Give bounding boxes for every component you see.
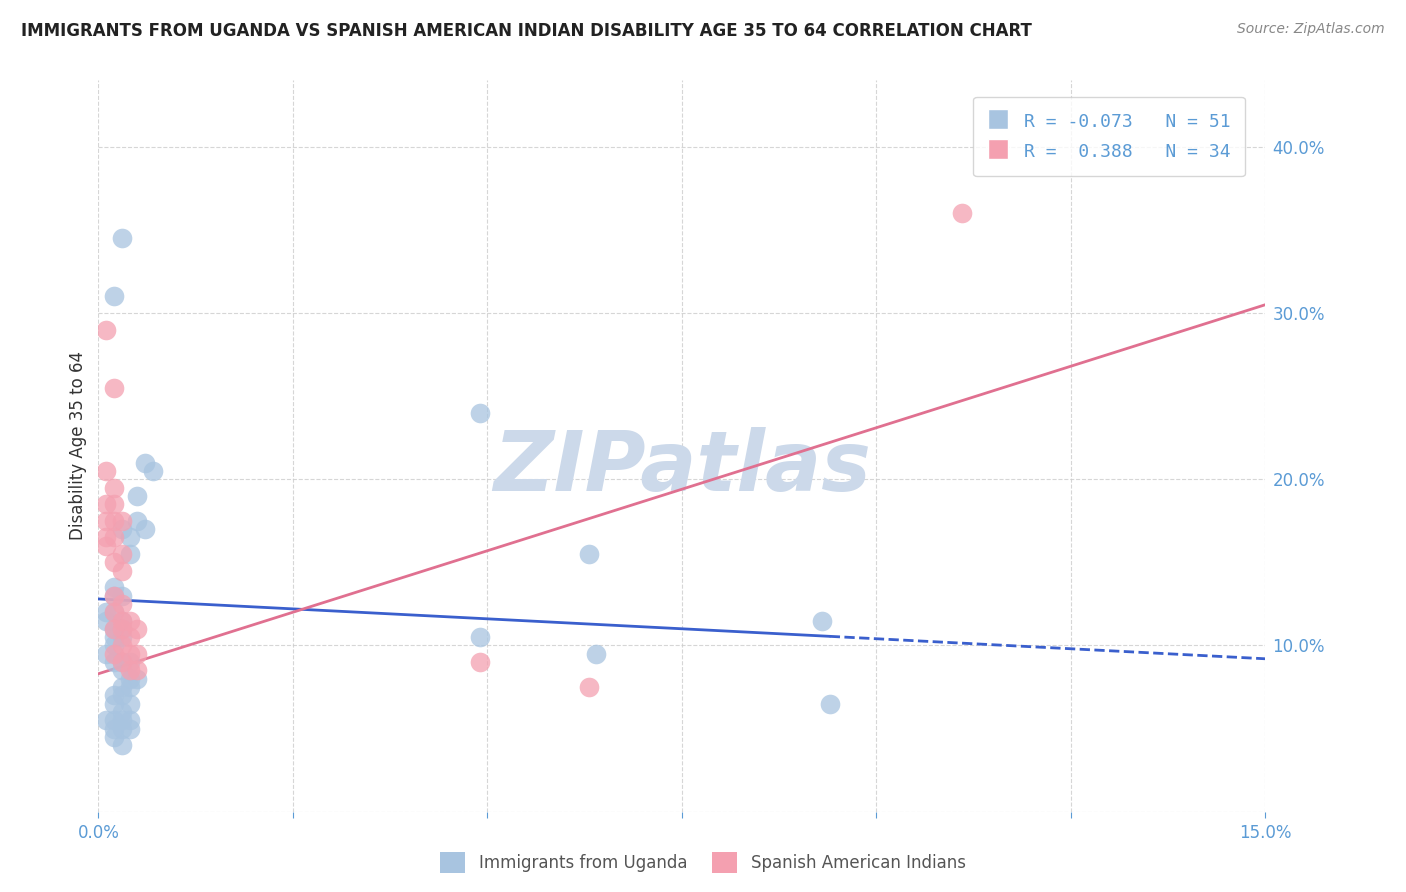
Point — [111, 655, 134, 669]
Legend: Immigrants from Uganda, Spanish American Indians: Immigrants from Uganda, Spanish American… — [433, 846, 973, 880]
Text: ZIPatlas: ZIPatlas — [494, 427, 870, 508]
Point — [578, 547, 600, 561]
Point — [950, 206, 973, 220]
Point — [111, 522, 134, 536]
Point — [578, 680, 600, 694]
Point — [118, 530, 141, 544]
Point — [96, 514, 118, 528]
Point — [111, 597, 134, 611]
Point — [103, 714, 125, 728]
Point — [103, 589, 125, 603]
Point — [127, 514, 149, 528]
Point — [111, 689, 134, 703]
Point — [118, 714, 141, 728]
Point — [111, 655, 134, 669]
Point — [118, 680, 141, 694]
Point — [468, 406, 491, 420]
Point — [118, 722, 141, 736]
Point — [96, 464, 118, 478]
Point — [468, 630, 491, 644]
Point — [103, 289, 125, 303]
Point — [127, 664, 149, 678]
Point — [96, 714, 118, 728]
Point — [811, 614, 834, 628]
Point — [103, 622, 125, 636]
Y-axis label: Disability Age 35 to 64: Disability Age 35 to 64 — [69, 351, 87, 541]
Point — [103, 630, 125, 644]
Point — [103, 639, 125, 653]
Point — [111, 664, 134, 678]
Point — [96, 539, 118, 553]
Point — [111, 738, 134, 752]
Legend: R = -0.073   N = 51, R =  0.388   N = 34: R = -0.073 N = 51, R = 0.388 N = 34 — [973, 96, 1244, 177]
Point — [103, 555, 125, 569]
Point — [111, 614, 134, 628]
Text: Source: ZipAtlas.com: Source: ZipAtlas.com — [1237, 22, 1385, 37]
Point — [118, 655, 141, 669]
Point — [111, 564, 134, 578]
Point — [111, 622, 134, 636]
Point — [111, 231, 134, 245]
Point — [111, 622, 134, 636]
Point — [127, 647, 149, 661]
Point — [103, 622, 125, 636]
Point — [111, 722, 134, 736]
Point — [134, 456, 156, 470]
Point — [127, 672, 149, 686]
Point — [103, 730, 125, 744]
Point — [103, 497, 125, 511]
Point — [111, 714, 134, 728]
Point — [103, 605, 125, 619]
Point — [118, 547, 141, 561]
Point — [96, 614, 118, 628]
Point — [111, 705, 134, 719]
Point — [103, 580, 125, 594]
Point — [111, 630, 134, 644]
Point — [103, 605, 125, 619]
Point — [127, 489, 149, 503]
Point — [111, 614, 134, 628]
Point — [103, 589, 125, 603]
Point — [468, 655, 491, 669]
Point — [103, 722, 125, 736]
Point — [118, 664, 141, 678]
Point — [111, 547, 134, 561]
Point — [118, 697, 141, 711]
Point — [134, 522, 156, 536]
Point — [118, 647, 141, 661]
Point — [111, 680, 134, 694]
Point — [103, 381, 125, 395]
Point — [96, 497, 118, 511]
Point — [103, 655, 125, 669]
Point — [818, 697, 841, 711]
Point — [96, 605, 118, 619]
Point — [103, 647, 125, 661]
Point — [103, 689, 125, 703]
Point — [103, 697, 125, 711]
Point — [103, 514, 125, 528]
Point — [118, 614, 141, 628]
Point — [103, 530, 125, 544]
Point — [111, 589, 134, 603]
Point — [118, 672, 141, 686]
Point — [585, 647, 607, 661]
Text: IMMIGRANTS FROM UGANDA VS SPANISH AMERICAN INDIAN DISABILITY AGE 35 TO 64 CORREL: IMMIGRANTS FROM UGANDA VS SPANISH AMERIC… — [21, 22, 1032, 40]
Point — [111, 514, 134, 528]
Point — [118, 630, 141, 644]
Point — [142, 464, 165, 478]
Point — [96, 323, 118, 337]
Point — [127, 622, 149, 636]
Point — [96, 647, 118, 661]
Point — [111, 639, 134, 653]
Point — [96, 530, 118, 544]
Point — [103, 481, 125, 495]
